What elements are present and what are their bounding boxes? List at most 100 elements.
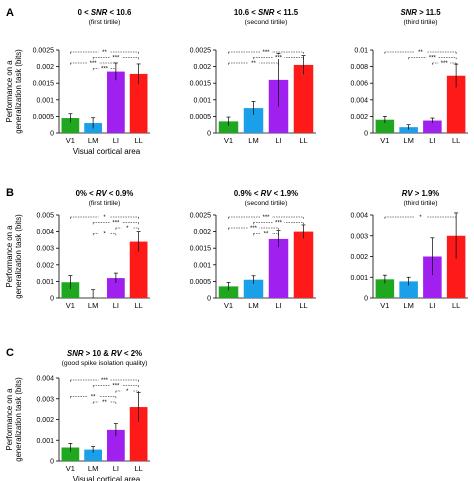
y-tick-label: 0.002 <box>36 262 54 269</box>
panel-title-part: < 0.9% <box>107 189 134 198</box>
significance-label: * <box>126 389 129 395</box>
bar-V1 <box>61 118 80 133</box>
bar-LI <box>107 278 125 298</box>
significance-label: *** <box>112 383 120 389</box>
y-tick-label: 0.002 <box>36 64 54 71</box>
significance-label: *** <box>275 55 283 61</box>
panel-subtitle: (third tirtile) <box>404 200 438 207</box>
chart-panel-6: RV > 1.9% (third tirtile) 0 0.001 0.002 0.003… <box>350 189 468 310</box>
panel-title: 0 < SNR < 10.6 <box>78 8 132 17</box>
bar-LM <box>399 127 418 133</box>
y-tick-label: 0.003 <box>36 396 54 403</box>
y-tick-label: 0 <box>50 296 54 303</box>
bar-LM <box>84 449 102 461</box>
bracket-label-bg <box>98 49 111 54</box>
bar-LI <box>423 120 442 133</box>
x-tick-label: LM <box>88 136 98 145</box>
bracket-label-bg <box>247 225 260 230</box>
y-tick-label: 0.003 <box>36 246 54 253</box>
bracket-label-bg <box>98 214 111 219</box>
significance-label: ** <box>102 400 107 406</box>
bracket-label-bg <box>109 382 122 387</box>
x-tick-label: LL <box>134 301 142 310</box>
panel-title-part: RV <box>111 349 123 358</box>
bar-LI <box>423 256 442 298</box>
x-tick-label: LM <box>88 464 98 473</box>
chart-panel-1: A 0 < SNR < 10.6 (first tirtile) 0 0.0005 0.0… <box>5 7 150 156</box>
significance-label: *** <box>441 61 449 67</box>
bracket-label-bg <box>98 65 111 70</box>
bar-LI <box>107 429 125 461</box>
bar-LI <box>107 71 125 133</box>
bracket-label-bg <box>109 54 122 59</box>
bar-LM <box>399 281 418 298</box>
significance-label: *** <box>262 50 270 56</box>
panel-title-part: < 1.9% <box>271 189 298 198</box>
panel-subtitle: (first tirtile) <box>89 19 121 26</box>
panel-title: SNR > 10 & RV < 2% <box>67 349 142 358</box>
x-tick-label: LL <box>299 301 307 310</box>
y-tick-label: 0 <box>207 131 211 138</box>
significance-label: * <box>103 231 106 237</box>
y-tick-label: 0.0015 <box>33 81 55 88</box>
bracket-label-bg <box>438 60 451 65</box>
bracket-label-bg <box>98 399 111 404</box>
panel-title-part: SNR <box>258 8 275 17</box>
bar-LM <box>243 108 264 133</box>
x-tick-label: V1 <box>380 136 389 145</box>
x-tick-label: LM <box>403 301 413 310</box>
y-axis-label: Performance on a <box>5 60 14 123</box>
significance-label: ** <box>91 394 96 400</box>
chart-panel-3: SNR > 11.5 (third tirtile) 0 0.002 0.004 0.00… <box>350 8 468 145</box>
y-tick-label: 0.004 <box>350 213 368 220</box>
x-tick-label: LL <box>452 136 460 145</box>
significance-label: * <box>126 226 129 232</box>
x-tick-label: LI <box>429 301 435 310</box>
bar-V1 <box>375 279 395 298</box>
y-tick-label: 0.0005 <box>190 279 212 286</box>
panel-title: SNR > 11.5 <box>400 8 441 17</box>
chart-panel-4: B 0% < RV < 0.9% (first tirtile) 0 0.001 0.00… <box>5 187 150 310</box>
x-tick-label: V1 <box>66 464 75 473</box>
panel-title-part: < 11.5 <box>274 8 298 17</box>
bar-LL <box>446 75 466 133</box>
x-tick-label: LM <box>248 301 258 310</box>
x-tick-label: LL <box>134 136 142 145</box>
y-axis-label: generalization task (bits) <box>14 214 23 299</box>
y-tick-label: 0 <box>207 296 211 303</box>
significance-label: * <box>103 215 106 221</box>
bar-LI <box>268 238 289 298</box>
significance-label: ** <box>102 50 107 56</box>
x-tick-label: V1 <box>380 301 389 310</box>
x-tick-label: LI <box>113 464 119 473</box>
bracket-label-bg <box>414 49 427 54</box>
y-tick-label: 0.004 <box>36 229 54 236</box>
bar-V1 <box>218 121 239 133</box>
x-axis-label: Visual cortical area <box>73 475 141 481</box>
y-axis-label: generalization task (bits) <box>14 377 23 462</box>
panel-title: 0.9% < RV < 1.9% <box>234 189 298 198</box>
panel-subtitle: (second tirtile) <box>245 200 288 207</box>
panel-title-part: 0% < <box>76 189 96 198</box>
bar-V1 <box>218 286 239 298</box>
y-tick-label: 0.001 <box>36 279 54 286</box>
y-tick-label: 0.003 <box>350 233 368 240</box>
panel-letter: A <box>6 7 14 19</box>
bracket-label-bg <box>260 214 272 219</box>
y-tick-label: 0.0025 <box>33 48 55 55</box>
x-tick-label: LI <box>429 136 435 145</box>
y-tick-label: 0.002 <box>350 254 368 261</box>
bar-LM <box>243 279 264 298</box>
panel-title: RV > 1.9% <box>402 189 440 198</box>
y-tick-label: 0 <box>50 459 54 466</box>
significance-label: *** <box>275 220 283 226</box>
y-tick-label: 0.0005 <box>33 114 55 121</box>
x-tick-label: LL <box>299 136 307 145</box>
panel-title-part: RV <box>402 189 414 198</box>
bracket-label-bg <box>87 393 100 398</box>
y-tick-label: 0.002 <box>36 417 54 424</box>
significance-label: *** <box>429 55 437 61</box>
y-tick-label: 0.001 <box>193 97 211 104</box>
bar-V1 <box>375 119 395 133</box>
bracket-label-bg <box>272 54 285 59</box>
